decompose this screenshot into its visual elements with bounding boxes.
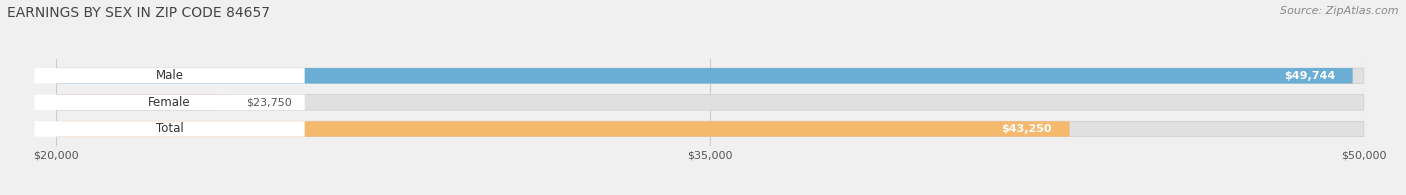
FancyBboxPatch shape <box>56 95 219 110</box>
Text: $49,744: $49,744 <box>1284 71 1336 81</box>
Text: Source: ZipAtlas.com: Source: ZipAtlas.com <box>1281 6 1399 16</box>
Text: Male: Male <box>156 69 184 82</box>
FancyBboxPatch shape <box>56 68 1353 83</box>
Text: $23,750: $23,750 <box>246 97 291 107</box>
FancyBboxPatch shape <box>56 68 1364 83</box>
FancyBboxPatch shape <box>56 121 1070 137</box>
FancyBboxPatch shape <box>35 121 305 137</box>
FancyBboxPatch shape <box>35 95 305 110</box>
Text: EARNINGS BY SEX IN ZIP CODE 84657: EARNINGS BY SEX IN ZIP CODE 84657 <box>7 6 270 20</box>
Text: Total: Total <box>156 122 183 136</box>
FancyBboxPatch shape <box>35 68 305 83</box>
Text: $43,250: $43,250 <box>1001 124 1052 134</box>
FancyBboxPatch shape <box>56 95 1364 110</box>
Text: Female: Female <box>148 96 191 109</box>
FancyBboxPatch shape <box>56 121 1364 137</box>
